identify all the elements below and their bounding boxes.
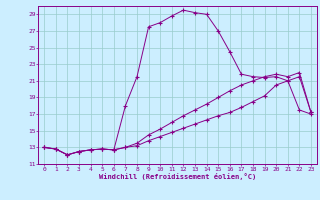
X-axis label: Windchill (Refroidissement éolien,°C): Windchill (Refroidissement éolien,°C) bbox=[99, 173, 256, 180]
